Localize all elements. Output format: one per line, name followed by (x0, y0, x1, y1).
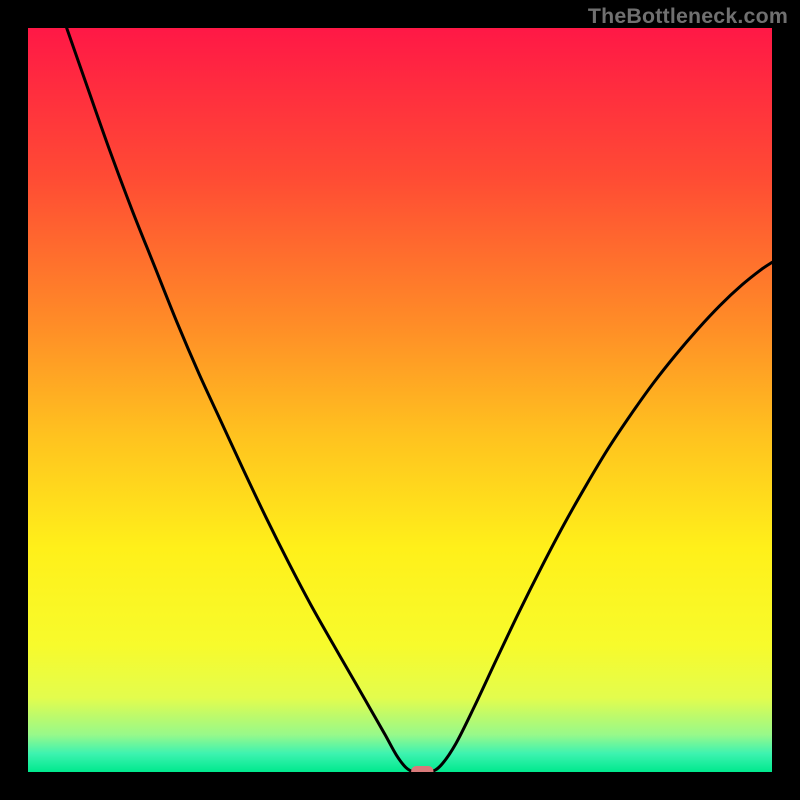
plot-area (28, 28, 772, 772)
plot-svg (28, 28, 772, 772)
chart-canvas: TheBottleneck.com (0, 0, 800, 800)
watermark-text: TheBottleneck.com (588, 4, 788, 29)
optimum-marker (411, 766, 433, 772)
gradient-background (28, 28, 772, 772)
